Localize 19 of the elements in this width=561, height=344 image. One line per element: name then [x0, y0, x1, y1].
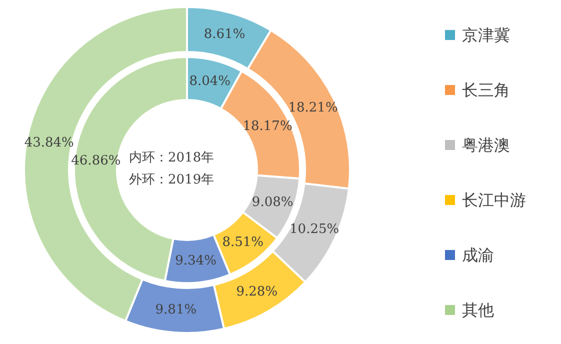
data-label: 9.81%: [155, 302, 197, 318]
legend-label: 京津冀: [462, 26, 510, 44]
data-label: 10.25%: [290, 222, 340, 237]
text: 内环：2018年: [129, 150, 214, 166]
data-label: 8.51%: [222, 234, 264, 250]
text: 外环：2019年: [129, 172, 214, 188]
data-label: 8.04%: [189, 74, 231, 89]
data-label: 43.84%: [24, 135, 74, 150]
legend-label: 长江中游: [462, 190, 526, 210]
legend-label: 其他: [462, 300, 494, 320]
data-label: 9.08%: [252, 194, 294, 210]
data-label: 9.34%: [175, 254, 216, 269]
data-label: 9.28%: [236, 284, 278, 300]
legend-label: 粤港澳: [462, 136, 510, 154]
legend-label: 长三角: [462, 80, 510, 100]
data-label: 46.86%: [71, 153, 121, 168]
data-label: 8.61%: [204, 27, 246, 42]
data-label: 18.21%: [288, 100, 338, 116]
legend-label: 成渝: [462, 246, 494, 264]
